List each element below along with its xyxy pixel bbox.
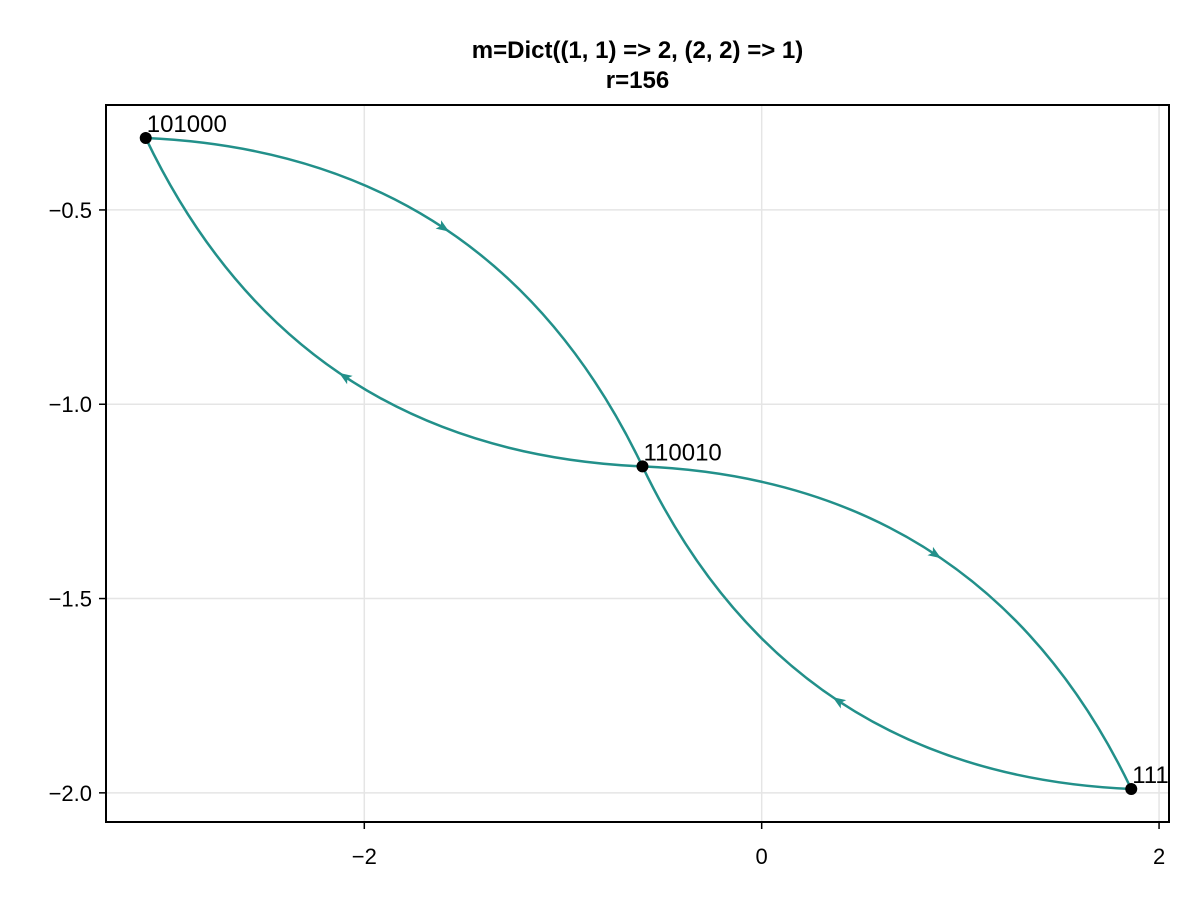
edge-arrowhead (927, 546, 942, 559)
chart-title-line-2: r=156 (605, 67, 670, 94)
x-tick-label: 2 (1153, 844, 1165, 869)
edge-layer (144, 136, 1133, 791)
node-point (636, 460, 649, 473)
x-tick-label: 0 (756, 844, 768, 869)
node-label: 111 (1132, 762, 1168, 789)
edge-arrowhead (339, 372, 353, 385)
chart-title: m=Dict((1, 1) => 2, (2, 2) => 1) r=156 (106, 36, 1169, 96)
y-tick-label: −1.0 (49, 392, 92, 417)
node-label: 110010 (643, 439, 721, 466)
edge-path (144, 137, 643, 468)
node-layer: 101000 110010 111 (139, 111, 1169, 795)
edge-arrowhead (435, 220, 450, 232)
edge-path (642, 465, 1133, 790)
edge-path (641, 465, 1132, 791)
node-label: 101000 (147, 111, 227, 138)
tick-layer: −2 0 2 −0.5 −1.0 −1.5 −2.0 (49, 198, 1166, 869)
node-point (139, 132, 152, 145)
edge-arrowhead (832, 697, 847, 709)
y-tick-label: −1.5 (49, 587, 92, 612)
y-tick-label: −0.5 (49, 198, 92, 223)
edge-path (145, 136, 644, 467)
node-point (1125, 782, 1138, 795)
x-tick-label: −2 (352, 844, 377, 869)
chart-title-line-1: m=Dict((1, 1) => 2, (2, 2) => 1) (471, 37, 804, 64)
plot-frame (105, 104, 1170, 823)
y-tick-label: −2.0 (49, 781, 92, 806)
